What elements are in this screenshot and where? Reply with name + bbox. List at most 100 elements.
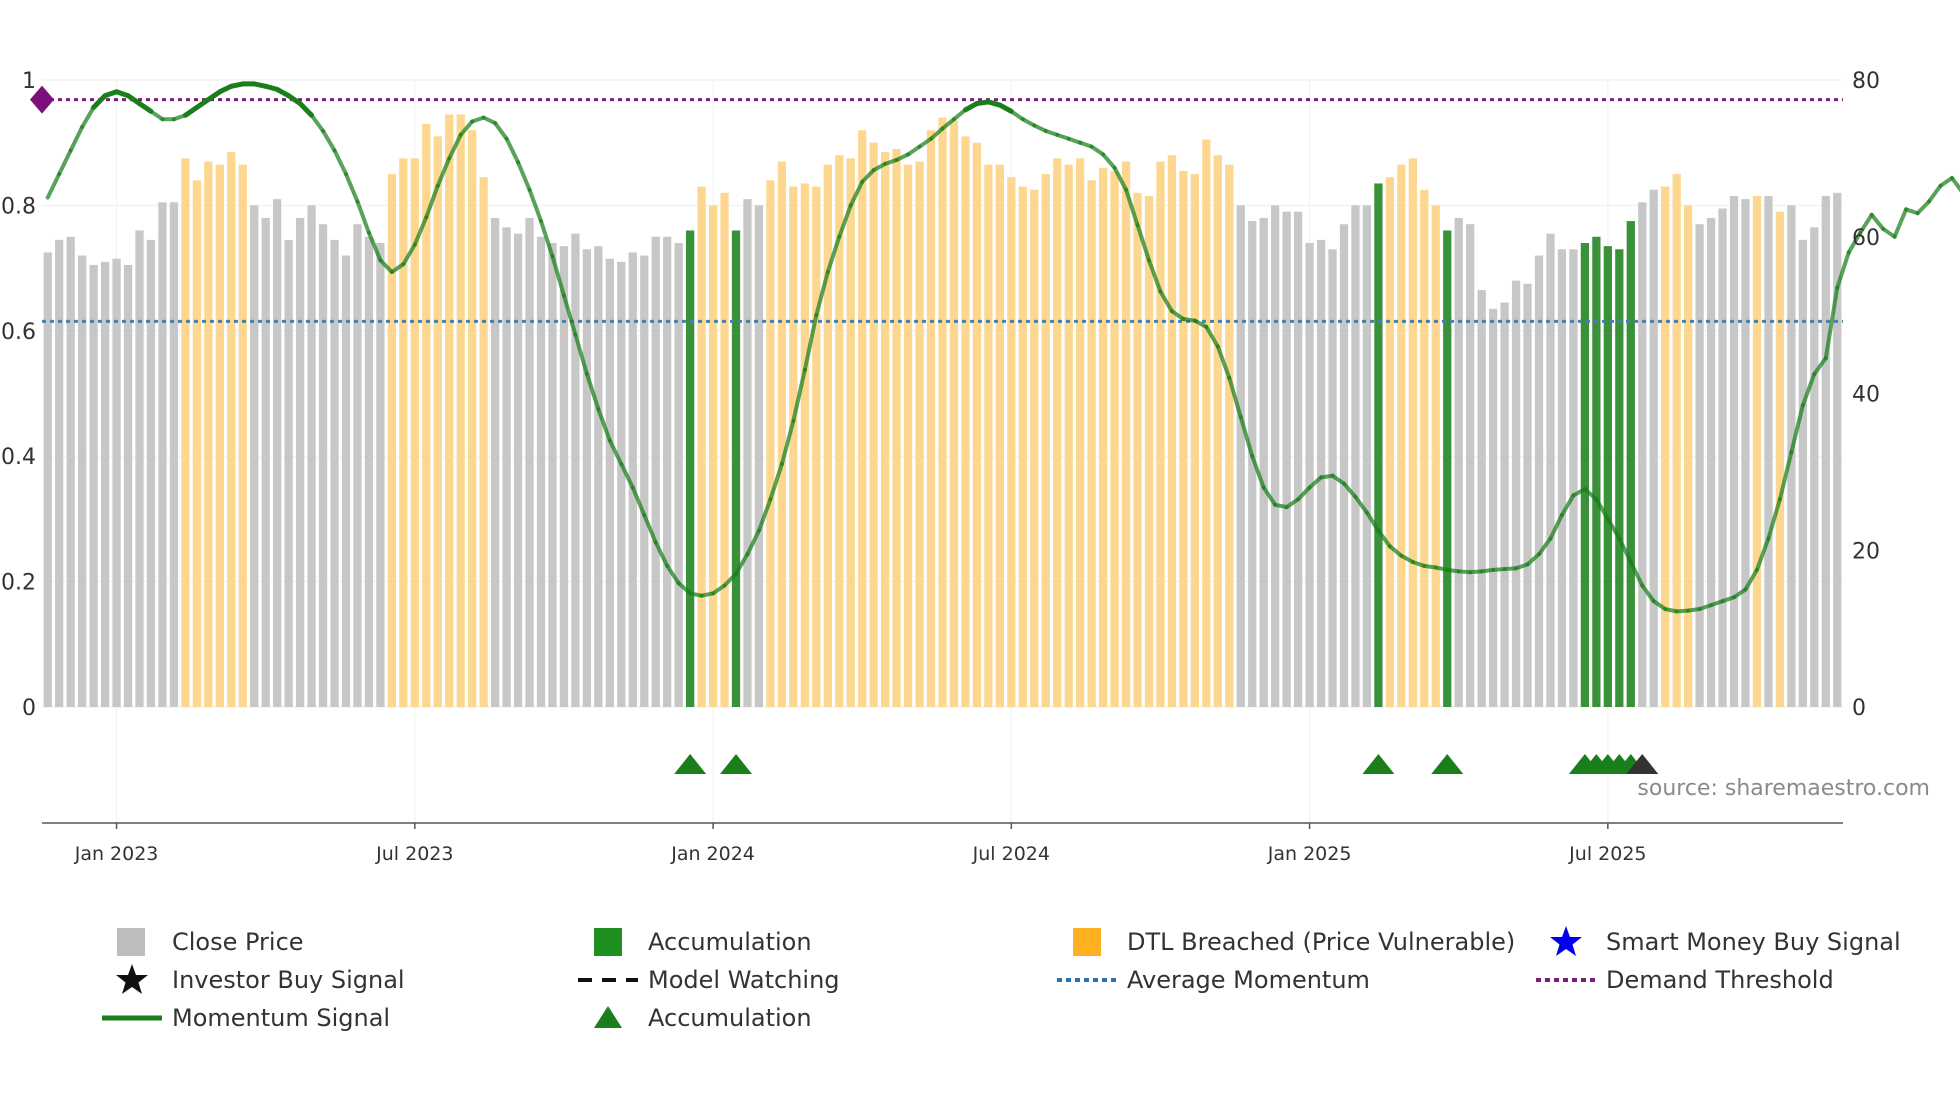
- close-price-bar: [364, 236, 374, 707]
- momentum-segment: [871, 161, 888, 173]
- momentum-segment: [619, 462, 635, 490]
- momentum-segment: [297, 101, 315, 118]
- momentum-segment: [1628, 560, 1645, 588]
- momentum-segment: [1525, 552, 1542, 567]
- momentum-segment: [1881, 226, 1897, 239]
- accumulation-bar: [731, 230, 741, 708]
- close-price-bar: [43, 252, 52, 707]
- dtl-breached-bar: [777, 161, 787, 707]
- threshold-diamond-marker: [30, 85, 54, 114]
- dotted-line-icon: [1536, 978, 1596, 982]
- close-price-bar: [1706, 217, 1716, 707]
- dtl-breached-bar: [926, 130, 936, 707]
- triangle-icon: [594, 1006, 622, 1028]
- momentum-segment: [1617, 536, 1633, 565]
- legend-average-momentum: Average Momentum: [1055, 963, 1370, 997]
- dtl-breached-bar: [961, 136, 970, 707]
- legend-label: Investor Buy Signal: [172, 966, 405, 994]
- momentum-segment: [1032, 123, 1048, 133]
- close-price-bar: [158, 202, 167, 707]
- dtl-breached-bar: [708, 205, 718, 707]
- left-tick-label: 0.8: [1, 194, 36, 219]
- close-price-bar: [1271, 205, 1280, 707]
- close-price-bar: [1248, 221, 1257, 707]
- momentum-segment: [929, 126, 945, 141]
- momentum-segment: [1078, 140, 1094, 149]
- momentum-segment: [1387, 544, 1404, 558]
- momentum-segment: [1789, 403, 1805, 455]
- momentum-segment: [940, 117, 956, 131]
- momentum-segment: [447, 132, 463, 161]
- dtl-breached-bar: [456, 114, 465, 708]
- momentum-segment: [401, 242, 417, 267]
- close-price-bar: [78, 255, 87, 707]
- dtl-swatch-icon: [1073, 928, 1101, 956]
- left-axis: 0 0.2 0.4 0.6 0.8 1: [1, 69, 36, 721]
- dtl-breached-bar: [387, 174, 397, 708]
- left-tick-label: 0.6: [1, 320, 36, 345]
- investor-star-icon: [116, 964, 148, 994]
- solid-line-icon: [102, 1015, 162, 1021]
- momentum-segment: [539, 219, 555, 259]
- legend-label: Accumulation: [648, 1004, 812, 1032]
- momentum-segment: [630, 485, 647, 517]
- close-price-bar: [1764, 196, 1773, 707]
- momentum-segment: [91, 93, 108, 110]
- momentum-segment: [1904, 207, 1920, 216]
- close-price-bar: [284, 239, 293, 707]
- close-price-bar: [1351, 205, 1360, 707]
- momentum-segment: [378, 258, 394, 275]
- dtl-breached-bar: [892, 148, 901, 708]
- dtl-breached-bar: [835, 155, 844, 708]
- momentum-segment: [355, 199, 371, 235]
- momentum-segment: [1364, 510, 1381, 533]
- close-price-bar: [1454, 217, 1463, 707]
- close-price-bar: [743, 199, 752, 707]
- dtl-breached-bar: [846, 158, 855, 708]
- source-label: source: sharemaestro.com: [1637, 776, 1930, 801]
- right-tick-label: 0: [1852, 696, 1866, 721]
- momentum-segment: [653, 540, 670, 568]
- close-price-bar: [1466, 224, 1475, 707]
- dtl-breached-bar: [1110, 170, 1119, 707]
- momentum-segment: [596, 407, 612, 443]
- legend-label: Accumulation: [648, 928, 812, 956]
- close-price-bar: [123, 264, 133, 707]
- left-tick-label: 0: [22, 696, 36, 721]
- dtl-breached-bar: [192, 180, 201, 707]
- dtl-breached-bar: [984, 164, 993, 707]
- legend-close-price: Close Price: [100, 925, 304, 959]
- dtl-breached-bar: [1661, 186, 1670, 708]
- momentum-segment: [779, 418, 796, 467]
- momentum-segment: [148, 109, 165, 122]
- dtl-breached-bar: [1672, 174, 1681, 708]
- x-tick-label: Jul 2024: [972, 843, 1050, 865]
- close-price-bar: [490, 217, 500, 707]
- dtl-breached-bar: [468, 130, 477, 707]
- x-tick-label: Jan 2023: [74, 843, 159, 865]
- momentum-segment: [1296, 485, 1312, 502]
- momentum-segment: [1158, 289, 1174, 314]
- accumulation-marker-triangle: [674, 754, 707, 774]
- dtl-breached-bar: [720, 192, 729, 708]
- dtl-breached-bar: [1167, 155, 1177, 708]
- momentum-segment: [1605, 516, 1622, 541]
- momentum-segment: [1215, 344, 1232, 380]
- momentum-segment: [1777, 450, 1794, 502]
- momentum-segment: [768, 462, 784, 502]
- momentum-segment: [137, 101, 154, 114]
- close-price-bar: [674, 243, 683, 707]
- momentum-segment: [1238, 415, 1255, 459]
- right-tick-label: 80: [1852, 69, 1880, 94]
- momentum-segment: [343, 172, 360, 204]
- momentum-segment: [894, 152, 911, 162]
- momentum-segment: [366, 230, 383, 263]
- momentum-segment: [435, 156, 452, 188]
- momentum-segment: [1204, 324, 1220, 349]
- momentum-segment: [642, 512, 658, 545]
- chart-canvas: 0 0.2 0.4 0.6 0.8 1 0 20 40 60 80 Jan 2023 Jul 202…: [1, 69, 1960, 865]
- dtl-breached-bar: [238, 164, 247, 707]
- momentum-segment: [1124, 187, 1140, 227]
- legend-investor-buy: Investor Buy Signal: [100, 963, 405, 997]
- accumulation-marker-triangle: [1362, 754, 1395, 774]
